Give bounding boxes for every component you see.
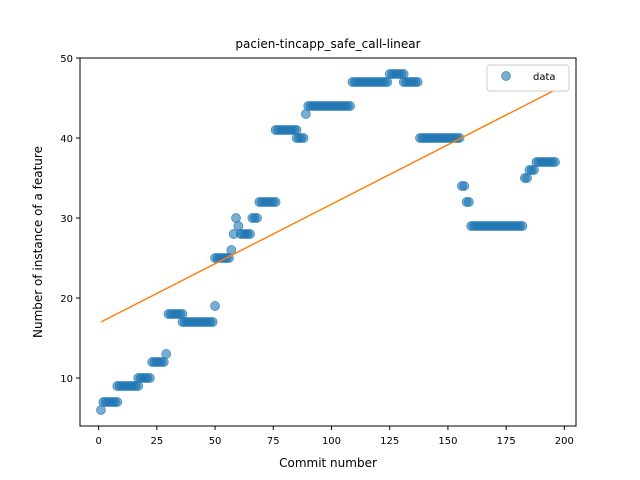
data-point	[345, 101, 355, 111]
legend-marker	[501, 71, 511, 81]
data-points	[96, 69, 560, 415]
data-point	[517, 221, 528, 231]
data-point	[207, 317, 218, 327]
data-point	[529, 165, 539, 175]
data-point	[96, 405, 106, 415]
fit-line-group	[100, 89, 556, 323]
data-point	[158, 357, 169, 367]
data-point	[231, 213, 241, 223]
data-point	[298, 133, 309, 143]
y-tick-label: 50	[60, 54, 73, 65]
data-point	[464, 197, 474, 207]
y-tick-label: 40	[60, 134, 73, 145]
chart-title: pacien-tincapp_safe_call-linear	[235, 37, 420, 51]
fit-line	[100, 89, 556, 323]
x-tick-label: 100	[322, 436, 341, 447]
y-tick-label: 10	[60, 374, 73, 385]
x-tick-label: 0	[95, 436, 101, 447]
data-point	[112, 397, 123, 407]
x-tick-label: 25	[150, 436, 163, 447]
x-axis-label: Commit number	[279, 456, 377, 470]
x-tick-label: 75	[267, 436, 280, 447]
y-tick-label: 30	[60, 214, 73, 225]
x-tick-label: 150	[438, 436, 457, 447]
data-point	[161, 349, 172, 359]
y-axis-label: Number of instance of a feature	[31, 146, 45, 338]
data-point	[301, 109, 311, 119]
data-point	[522, 173, 532, 183]
x-tick-label: 125	[380, 436, 399, 447]
x-tick-label: 200	[555, 436, 574, 447]
axis-ticks: 0 25 50 75 100 125 150 175 200 10 20 30 40 50	[60, 54, 574, 447]
x-tick-label: 175	[497, 436, 516, 447]
data-point	[270, 197, 281, 207]
plot-frame	[79, 57, 577, 427]
legend-label-data: data	[533, 72, 556, 83]
data-point	[226, 245, 237, 255]
data-point	[233, 221, 244, 231]
data-point	[145, 373, 155, 383]
legend-box	[486, 64, 570, 92]
data-point	[412, 77, 423, 87]
data-point	[210, 301, 220, 311]
data-point	[550, 157, 560, 167]
legend: data	[486, 64, 570, 92]
y-tick-label: 20	[60, 294, 73, 305]
data-point	[382, 77, 393, 87]
data-point	[291, 125, 302, 135]
data-point	[245, 229, 255, 239]
x-tick-label: 50	[209, 436, 222, 447]
data-point	[459, 181, 470, 191]
data-point	[177, 309, 188, 319]
data-point	[252, 213, 262, 223]
data-point	[133, 381, 144, 391]
